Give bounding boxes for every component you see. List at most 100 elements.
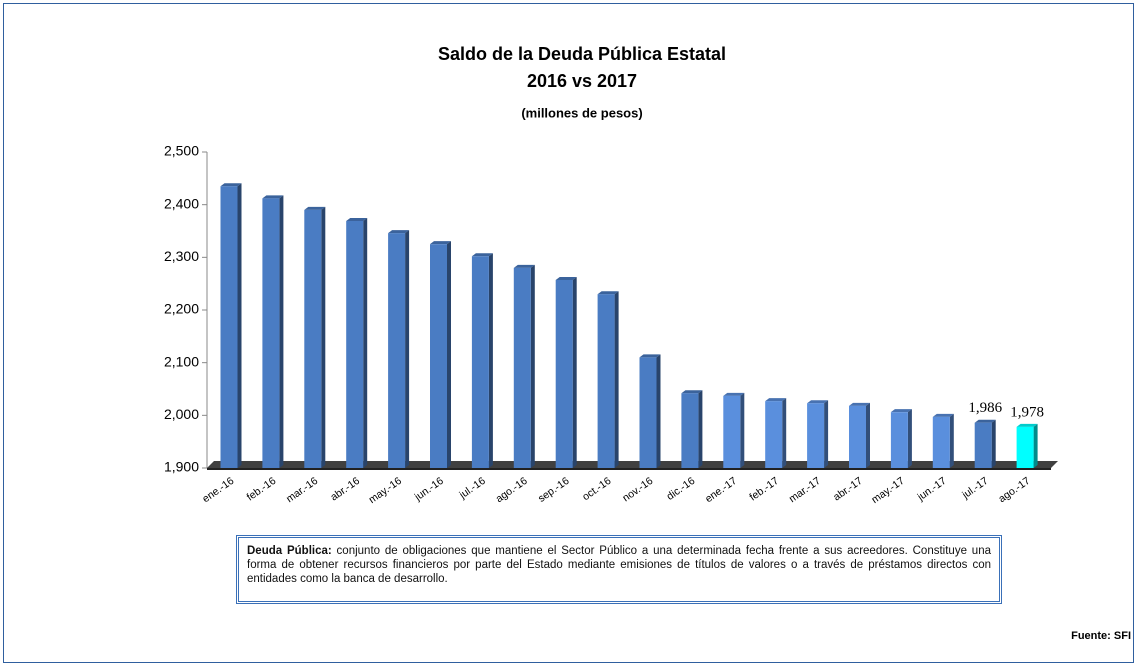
note-term: Deuda Pública:	[247, 545, 332, 557]
bar-top	[807, 400, 829, 404]
bar-top	[430, 241, 451, 245]
bar-side	[698, 390, 703, 468]
y-tick-label: 2,000	[164, 406, 199, 422]
x-tick-label: abr.-16	[328, 475, 362, 504]
bar	[723, 395, 741, 468]
bar-side	[740, 392, 745, 468]
bar-top	[346, 217, 368, 221]
bar-side	[572, 276, 577, 468]
x-tick-label: may.-17	[869, 475, 906, 506]
bar-top	[471, 253, 493, 257]
bar-side	[907, 409, 912, 468]
bar	[430, 244, 447, 468]
bar-side	[614, 291, 619, 468]
bar-top	[1016, 423, 1038, 427]
bar-side	[949, 413, 954, 468]
bar-top	[890, 409, 912, 413]
bar-side	[824, 400, 829, 468]
bar	[388, 233, 406, 468]
bar	[555, 279, 573, 468]
bar-top	[974, 419, 996, 423]
x-tick-label: jul.-17	[959, 475, 990, 502]
x-tick-label: may.-16	[367, 475, 404, 506]
bar-top	[639, 354, 661, 358]
y-tick-label: 2,100	[164, 353, 199, 369]
bar-side	[656, 354, 661, 468]
note-text: conjunto de obligaciones que mantiene el…	[247, 545, 991, 585]
x-tick-label: feb.-16	[245, 475, 279, 504]
x-tick-label: jun.-16	[412, 475, 446, 504]
x-tick-label: abr.-17	[831, 475, 865, 504]
floor-front	[207, 468, 1051, 470]
x-tick-label: mar.-17	[787, 475, 823, 505]
bar	[220, 186, 238, 468]
bar-side	[405, 230, 410, 468]
chart-title: Saldo de la Deuda Pública Estatal	[438, 44, 726, 64]
x-tick-label: feb.-17	[747, 475, 781, 504]
x-tick-label: jun.-17	[915, 475, 949, 504]
y-tick-label: 2,200	[164, 301, 199, 317]
bar	[932, 416, 950, 468]
y-tick-label: 2,500	[164, 143, 199, 159]
x-tick-label: ene.-17	[703, 475, 739, 505]
bar-top	[849, 402, 870, 406]
data-label: 1,986	[968, 400, 1002, 416]
bar-side	[530, 264, 535, 468]
bar-side	[1033, 423, 1038, 468]
bar-top	[765, 398, 787, 402]
bar	[513, 267, 531, 468]
chart: Saldo de la Deuda Pública Estatal 2016 v…	[164, 44, 1058, 506]
x-tick-label: sep.-16	[536, 475, 572, 505]
bar-top	[304, 206, 326, 210]
bar-top	[597, 291, 619, 295]
bar-side	[363, 217, 368, 468]
bar	[765, 401, 783, 468]
bar-side	[321, 206, 326, 468]
x-tick-label: nov.-16	[620, 475, 655, 505]
bar	[849, 405, 866, 468]
bar	[974, 422, 992, 468]
x-tick-label: oct.-16	[580, 475, 613, 503]
x-tick-label: jul.-16	[457, 475, 488, 502]
bar	[639, 357, 657, 468]
bar-top	[723, 392, 745, 396]
data-label: 1,978	[1010, 404, 1044, 420]
bar-top	[555, 276, 577, 280]
source: Fuente: SFI	[1071, 630, 1131, 642]
x-tick-label: mar.-16	[284, 475, 320, 505]
bar-top	[932, 413, 954, 417]
bar-side	[237, 183, 242, 468]
bar-side	[782, 398, 787, 468]
bar	[890, 412, 908, 468]
y-tick-label: 1,900	[164, 459, 199, 475]
x-tick-label: ago.-17	[996, 475, 1032, 505]
bar-side	[447, 241, 451, 468]
bar	[346, 220, 364, 468]
y-tick-label: 2,300	[164, 248, 199, 264]
unit-label: (millones de pesos)	[521, 105, 642, 120]
bar-top	[220, 183, 242, 187]
bar-top	[388, 230, 410, 234]
bar-top	[513, 264, 535, 268]
bar	[1016, 426, 1034, 468]
bar-side	[866, 402, 870, 468]
bar	[262, 198, 280, 468]
bar-side	[488, 253, 493, 468]
bar-side	[279, 195, 284, 468]
x-tick-label: ago.-16	[494, 475, 530, 505]
floor	[207, 461, 1058, 468]
bar	[807, 403, 825, 468]
bar-top	[681, 390, 703, 394]
bar	[681, 393, 699, 468]
bar	[597, 294, 615, 468]
bar-side	[991, 419, 996, 468]
y-tick-label: 2,400	[164, 195, 199, 211]
chart-subtitle: 2016 vs 2017	[527, 71, 637, 91]
note-box: Deuda Pública: conjunto de obligaciones …	[236, 535, 1002, 604]
x-tick-label: dic.-16	[665, 475, 698, 503]
x-tick-label: ene.-16	[200, 475, 236, 505]
bar-top	[262, 195, 284, 199]
bar	[471, 256, 489, 468]
bar	[304, 209, 322, 468]
